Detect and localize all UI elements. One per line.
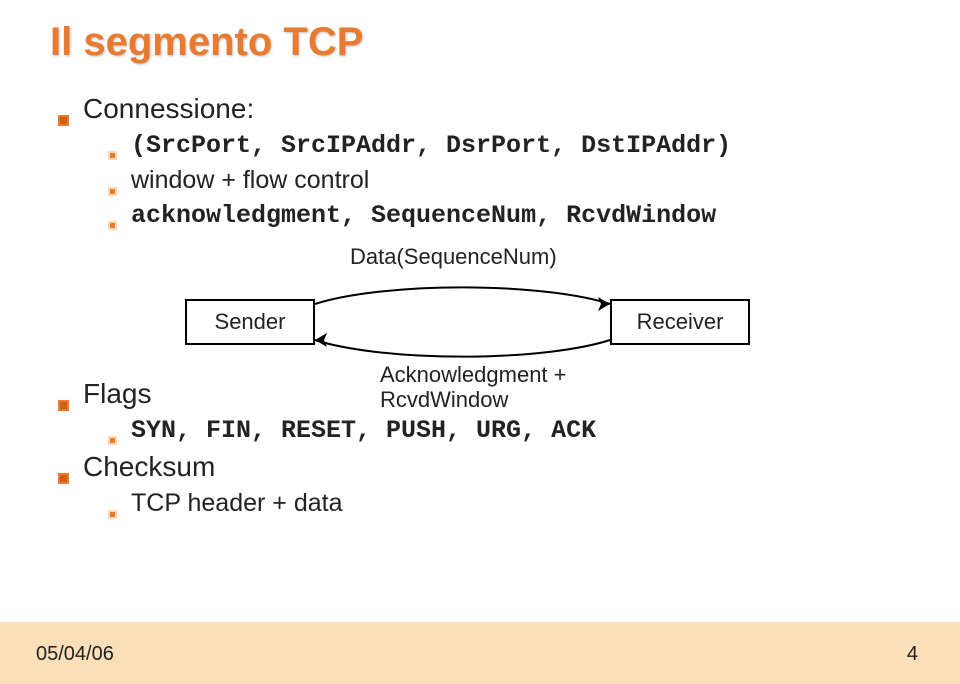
subbullet-icon <box>108 510 117 519</box>
text-hdr: TCP header + data <box>131 489 343 518</box>
subbullet-window: window + flow control <box>108 166 910 195</box>
bullet-icon <box>58 400 69 411</box>
node-sender-label: Sender <box>215 309 286 335</box>
footer-date: 05/04/06 <box>36 643 114 666</box>
text-tuple: (SrcPort, SrcIPAddr, DsrPort, DstIPAddr) <box>131 131 731 160</box>
bullet-connessione: Connessione: <box>58 93 910 125</box>
text-ack: acknowledgment, SequenceNum, RcvdWindow <box>131 201 716 230</box>
subbullet-tuple: (SrcPort, SrcIPAddr, DsrPort, DstIPAddr) <box>108 131 910 160</box>
footer-page: 4 <box>907 643 918 666</box>
node-receiver: Receiver <box>610 299 750 345</box>
content-area: Connessione: (SrcPort, SrcIPAddr, DsrPor… <box>50 93 910 518</box>
label-ack-line2: RcvdWindow <box>380 387 508 412</box>
label-ack-line1: Acknowledgment + <box>380 362 567 387</box>
label-ack-rcvd: Acknowledgment + RcvdWindow <box>380 362 567 413</box>
subbullet-icon <box>108 221 117 230</box>
subbullet-ack: acknowledgment, SequenceNum, RcvdWindow <box>108 201 910 230</box>
bullet-checksum: Checksum <box>58 451 910 483</box>
bullet-icon <box>58 473 69 484</box>
footer-band <box>0 622 960 684</box>
bullet-icon <box>58 115 69 126</box>
node-receiver-label: Receiver <box>637 309 724 335</box>
node-sender: Sender <box>185 299 315 345</box>
sender-receiver-diagram: Data(SequenceNum) Sender Receiver Acknow… <box>50 244 910 414</box>
subbullet-icon <box>108 187 117 196</box>
subbullet-hdr: TCP header + data <box>108 489 910 518</box>
text-flags-list: SYN, FIN, RESET, PUSH, URG, ACK <box>131 416 596 445</box>
text-window: window + flow control <box>131 166 369 195</box>
subbullet-icon <box>108 151 117 160</box>
subbullet-flags-list: SYN, FIN, RESET, PUSH, URG, ACK <box>108 416 910 445</box>
text-checksum: Checksum <box>83 451 215 483</box>
subbullet-icon <box>108 436 117 445</box>
slide-title: Il segmento TCP <box>50 20 910 65</box>
slide: Il segmento TCP Connessione: (SrcPort, S… <box>0 0 960 684</box>
text-connessione: Connessione: <box>83 93 254 125</box>
